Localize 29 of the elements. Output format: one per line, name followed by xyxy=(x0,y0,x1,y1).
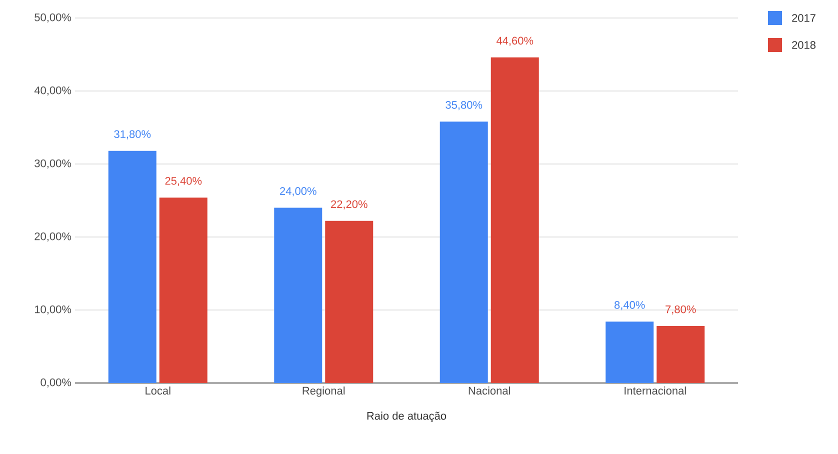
data-label: 22,20% xyxy=(331,200,368,210)
bar xyxy=(440,122,488,383)
legend-label: 2018 xyxy=(792,41,816,49)
data-label: 8,40% xyxy=(614,301,645,310)
data-label: 25,40% xyxy=(165,176,202,186)
bar xyxy=(325,220,374,383)
bar xyxy=(606,322,654,383)
data-label: 7,80% xyxy=(666,305,696,315)
x-tick-label: Regional xyxy=(302,386,345,397)
x-axis-title: Raio de atuação xyxy=(367,412,446,422)
y-tick-label: 50,00% xyxy=(34,13,72,23)
bar xyxy=(108,150,156,383)
data-label: 44,60% xyxy=(496,36,534,46)
x-tick-label: Local xyxy=(146,386,170,395)
data-label: 35,80% xyxy=(446,101,482,110)
bar xyxy=(656,326,705,383)
legend-label: 2017 xyxy=(792,14,816,22)
data-label: 31,80% xyxy=(114,130,151,140)
y-tick-label: 10,00% xyxy=(35,305,72,315)
y-tick-label: 0,00% xyxy=(40,378,72,388)
bar xyxy=(490,57,539,383)
bar xyxy=(159,198,208,383)
y-tick-label: 30,00% xyxy=(34,159,72,169)
x-tick-label: Internacional xyxy=(624,386,686,395)
y-tick-label: 20,00% xyxy=(34,232,72,242)
x-tick-label: Nacional xyxy=(468,386,510,395)
bar xyxy=(274,208,322,383)
data-label: 24,00% xyxy=(280,187,316,196)
y-tick-label: 40,00% xyxy=(34,86,72,96)
